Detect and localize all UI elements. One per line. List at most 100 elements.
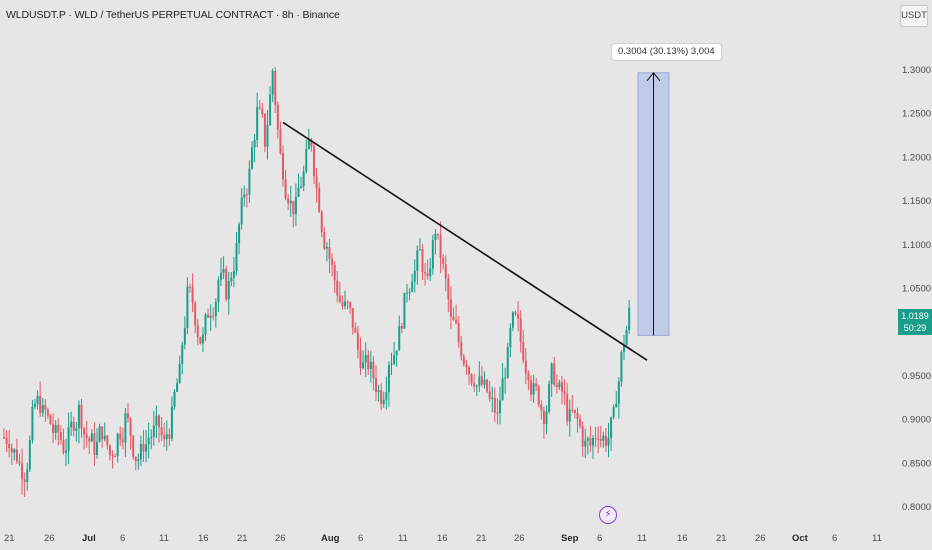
candle-body [504, 377, 507, 379]
candle-body [517, 314, 520, 319]
candle-body [54, 425, 57, 433]
candle-body [323, 232, 326, 249]
currency-button[interactable]: USDT [900, 5, 928, 27]
candle-body [364, 354, 367, 363]
candle-body [152, 425, 155, 438]
candle-body [274, 70, 277, 105]
candle-body [553, 363, 556, 385]
candle-body [571, 409, 574, 411]
time-axis-tick: 21 [716, 533, 727, 544]
candle-body [297, 187, 300, 197]
candle-body [447, 278, 450, 300]
candle-body [550, 363, 553, 384]
candle-body [307, 139, 310, 150]
candle-body [132, 435, 135, 457]
candle-body [276, 104, 279, 130]
candle-body [207, 314, 210, 318]
time-axis-tick: 26 [44, 533, 55, 544]
candle-body [232, 271, 235, 278]
candle-body [579, 418, 582, 427]
candle-body [592, 438, 594, 446]
candle-body [181, 344, 184, 364]
candle-body [261, 108, 264, 115]
candle-body [537, 386, 540, 405]
candle-body [240, 197, 243, 225]
time-axis-tick: Jul [82, 533, 96, 544]
time-axis-tick: 21 [476, 533, 487, 544]
price-axis-tick: 1.1000 [902, 240, 931, 251]
candle-body [34, 404, 36, 407]
candle-body [170, 406, 173, 439]
measure-label: 0.3004 (30.13%) 3,004 [612, 44, 721, 60]
lightning-icon[interactable]: ⚡ [599, 506, 617, 524]
candle-body [475, 385, 478, 387]
candle-body [28, 439, 31, 470]
candle-body [542, 410, 545, 424]
candle-body [398, 325, 401, 351]
candle-body [594, 438, 597, 440]
symbol-header[interactable]: WLDUSDT.P · WLD / TetherUS PERPETUAL CON… [6, 9, 340, 21]
candle-body [375, 378, 377, 392]
time-axis[interactable]: 21 26 Jul 6 11 16 21 26 Aug 6 11 16 21 26 Sep 6 11 16 21 26… [4, 533, 882, 544]
candle-body [372, 361, 375, 379]
candle-body [178, 363, 181, 384]
candle-body [315, 176, 318, 188]
candle-body [189, 286, 191, 288]
candle-body [129, 418, 132, 436]
candle-body [204, 314, 207, 335]
candle-body [439, 234, 442, 258]
candle-body [238, 224, 241, 244]
candle-body [530, 380, 532, 395]
time-axis-tick: Sep [561, 533, 579, 544]
candle-body [573, 409, 576, 413]
candle-body [137, 459, 140, 462]
candle-body [524, 360, 527, 374]
time-axis-tick: 6 [120, 533, 125, 544]
candle-body [421, 249, 424, 272]
candle-body [522, 341, 525, 361]
candle-body [119, 433, 122, 440]
candle-body [65, 450, 67, 453]
candle-body [23, 479, 26, 483]
candle-body [90, 433, 93, 442]
candle-body [139, 443, 142, 460]
candle-body [589, 438, 592, 446]
candle-body [294, 196, 297, 215]
candle-body [245, 194, 248, 196]
candle-body [220, 272, 222, 280]
candle-body [111, 454, 114, 457]
candle-body [31, 406, 34, 440]
time-axis-tick: 26 [514, 533, 525, 544]
candle-body [282, 153, 284, 180]
candle-body [478, 376, 481, 386]
candle-body [320, 211, 323, 233]
candle-body [548, 383, 551, 412]
candle-body [501, 378, 504, 401]
candle-body [44, 405, 47, 410]
candle-body [382, 399, 385, 405]
candle-body [452, 316, 455, 321]
candle-body [116, 433, 119, 457]
price-axis-tick: 1.3000 [902, 65, 931, 76]
candle-body [214, 301, 217, 317]
candle-body [212, 315, 215, 317]
candle-body [558, 382, 561, 387]
candle-body [46, 409, 49, 416]
candle-body [483, 379, 486, 385]
trendline[interactable] [282, 121, 648, 361]
candle-body [576, 412, 579, 419]
candle-body [411, 281, 414, 292]
price-axis-tick: 1.1500 [902, 196, 931, 207]
candle-body [41, 405, 44, 414]
candle-body [39, 395, 42, 414]
candle-body [36, 395, 39, 405]
time-axis-tick: 11 [637, 533, 647, 544]
candle-body [620, 351, 623, 382]
candle-body [612, 407, 615, 418]
candle-body [563, 391, 566, 395]
candle-body [114, 456, 117, 458]
candle-body [599, 438, 602, 441]
candle-body [251, 147, 253, 169]
candle-body [470, 374, 473, 384]
